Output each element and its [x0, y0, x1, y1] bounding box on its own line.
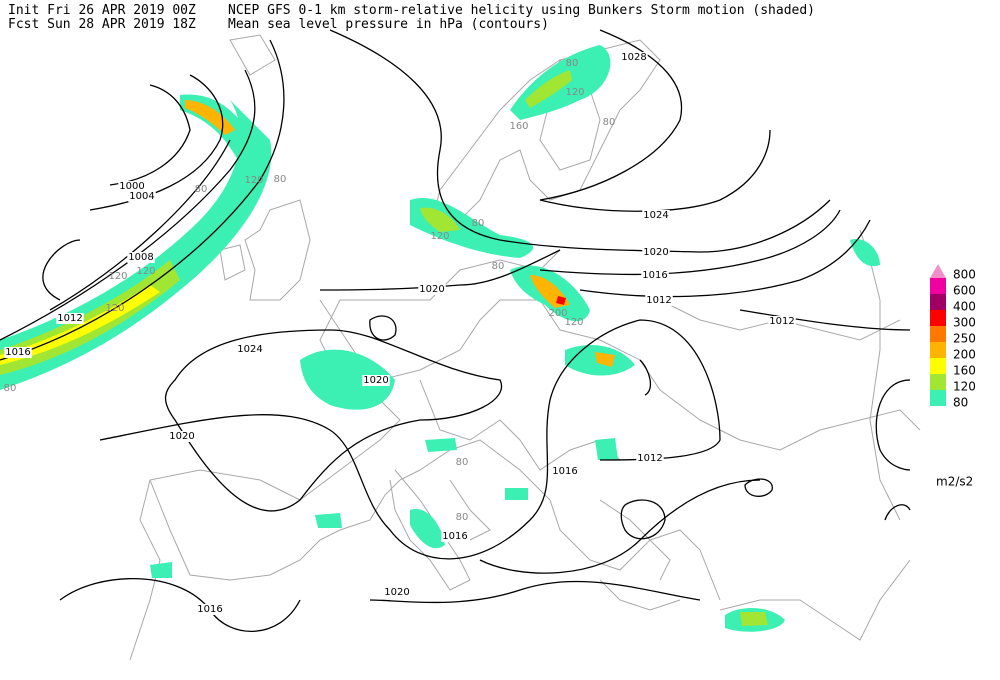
isobar-label: 1020 [363, 375, 388, 386]
isobars [0, 29, 911, 632]
isobar-label-bg [4, 347, 32, 358]
helicity-label: 120 [105, 303, 124, 314]
isobar-label-bg [236, 344, 264, 355]
isobar-label-bg [56, 313, 84, 324]
legend-swatch [930, 294, 946, 310]
isobar-label: 1000 [119, 181, 144, 192]
isobar-label-bg [645, 295, 673, 306]
isobar-label: 1020 [169, 431, 194, 442]
isobar-label-bg [128, 191, 156, 202]
isobar-label: 1008 [128, 252, 153, 263]
helicity-label: 120 [565, 87, 584, 98]
isobar-label-bg [418, 284, 446, 295]
helicity-label: 80 [492, 261, 505, 272]
legend-swatch [930, 390, 946, 406]
legend-label: 800 [953, 268, 976, 282]
isobar-label: 1020 [384, 587, 409, 598]
legend-label: 120 [953, 380, 976, 394]
isobar-label-bg [551, 466, 579, 477]
isobar-label: 1016 [197, 604, 222, 615]
legend-swatch [930, 326, 946, 342]
isobar-label-bg [642, 247, 670, 258]
helicity-label: 120 [564, 317, 583, 328]
helicity-label: 80 [566, 58, 579, 69]
isobar-label: 1024 [643, 210, 668, 221]
isobar-label-bg [118, 181, 146, 192]
legend-swatch [930, 374, 946, 390]
isobar-label-bg [620, 52, 648, 63]
legend-swatch [930, 310, 946, 326]
helicity-label: 80 [603, 117, 616, 128]
isobar-label: 1012 [646, 295, 671, 306]
legend-label: 400 [953, 300, 976, 314]
legend-label: 600 [953, 284, 976, 298]
isobar-label-bg [642, 210, 670, 221]
isobar-label: 1024 [237, 344, 262, 355]
map-subtitle: Mean sea level pressure in hPa (contours… [228, 17, 549, 32]
fcst-text: Fcst Sun 28 APR 2019 18Z [8, 17, 196, 32]
legend-swatch [930, 278, 946, 294]
isobar-label: 1012 [57, 313, 82, 324]
isobar-label: 1004 [129, 191, 154, 202]
legend-swatch [930, 358, 946, 374]
legend-label: 80 [953, 396, 968, 410]
isobar-label-bg [168, 431, 196, 442]
isobar-label-bg [636, 453, 664, 464]
init-text: Init Fri 26 APR 2019 00Z [8, 3, 196, 18]
legend-swatch [930, 342, 946, 358]
isobar-label: 1020 [419, 284, 444, 295]
helicity-label: 120 [244, 175, 263, 186]
helicity-label: 200 [548, 308, 567, 319]
helicity-label: 120 [136, 266, 155, 277]
legend-label: 200 [953, 348, 976, 362]
isobar-label: 1016 [552, 466, 577, 477]
isobar-label: 1016 [642, 270, 667, 281]
helicity-label: 80 [4, 383, 17, 394]
legend-unit: m2/s2 [936, 475, 973, 489]
isobar-label: 1012 [637, 453, 662, 464]
isobar-label-bg [127, 252, 155, 263]
legend-swatch [930, 264, 946, 278]
map-title: NCEP GFS 0-1 km storm-relative helicity … [228, 3, 815, 18]
legend-label: 160 [953, 364, 976, 378]
helicity-label: 80 [195, 184, 208, 195]
helicity-label: 80 [274, 174, 287, 185]
isobar-label: 1020 [643, 247, 668, 258]
isobar-label-bg [383, 587, 411, 598]
isobar-label-bg [196, 604, 224, 615]
isobar-label-bg [441, 531, 469, 542]
isobar-label-bg [362, 375, 390, 386]
isobar-label: 1012 [769, 316, 794, 327]
helicity-label: 80 [456, 512, 469, 523]
helicity-label: 120 [430, 231, 449, 242]
isobar-label-bg [768, 316, 796, 327]
isobar-label: 1016 [5, 347, 30, 358]
isobar-label-bg [641, 270, 669, 281]
isobar-label: 1028 [621, 52, 646, 63]
helicity-label: 80 [456, 457, 469, 468]
helicity-label: 160 [509, 121, 528, 132]
legend-label: 250 [953, 332, 976, 346]
helicity-label: 80 [472, 218, 485, 229]
legend-label: 300 [953, 316, 976, 330]
helicity-label: 120 [108, 271, 127, 282]
isobar-label: 1016 [442, 531, 467, 542]
